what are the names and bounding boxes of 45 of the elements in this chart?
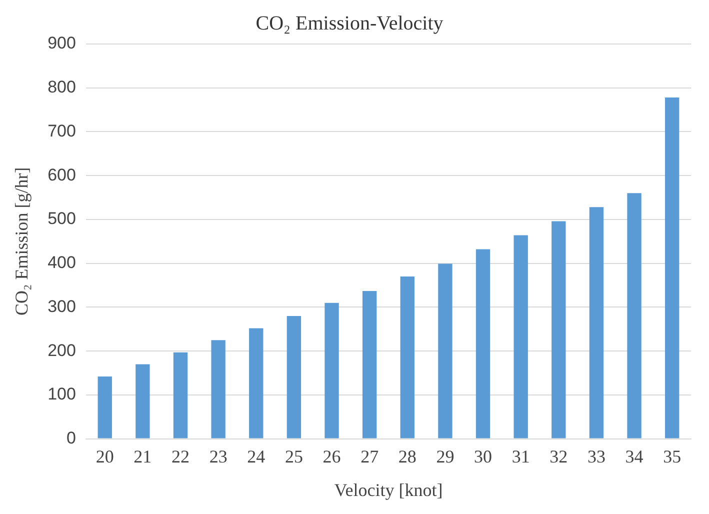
bar xyxy=(665,98,680,438)
bar xyxy=(514,235,528,438)
x-tick-label: 29 xyxy=(436,446,454,466)
y-tick-label: 300 xyxy=(48,296,76,316)
x-tick-label: 34 xyxy=(625,446,644,466)
x-tick-label: 31 xyxy=(512,446,530,466)
x-tick-label: 22 xyxy=(172,446,190,466)
y-axis-title: CO₂ Emission [g/hr] xyxy=(12,167,32,316)
x-tick-label: 32 xyxy=(550,446,568,466)
bar xyxy=(98,376,112,438)
bar xyxy=(552,221,566,438)
x-tick-label: 25 xyxy=(284,446,303,466)
bar xyxy=(476,249,490,438)
bar xyxy=(589,207,604,438)
y-tick-label: 700 xyxy=(48,121,76,140)
x-tick-label: 26 xyxy=(322,446,341,466)
y-tick-label: 600 xyxy=(48,165,76,184)
y-tick-label: 200 xyxy=(48,340,76,360)
bar xyxy=(136,364,150,438)
bar xyxy=(249,328,264,438)
x-tick-label: 30 xyxy=(474,446,492,466)
y-tick-label: 900 xyxy=(48,34,76,53)
y-tick-label: 0 xyxy=(66,428,76,448)
y-tick-label: 500 xyxy=(48,209,76,228)
bar xyxy=(211,340,226,438)
x-tick-label: 20 xyxy=(96,446,114,466)
y-tick-label: 800 xyxy=(48,78,76,97)
x-tick-label: 27 xyxy=(360,446,379,466)
x-tick-label: 33 xyxy=(587,446,606,466)
bar xyxy=(324,302,339,438)
x-axis-title: Velocity [knot] xyxy=(334,480,443,500)
bar xyxy=(286,316,302,438)
bar xyxy=(173,352,188,438)
x-tick-label: 35 xyxy=(663,446,682,466)
bar xyxy=(438,264,452,438)
x-tick-label: 21 xyxy=(134,446,152,466)
x-tick-label: 23 xyxy=(209,446,228,466)
bar xyxy=(362,290,377,438)
bar xyxy=(400,276,414,438)
y-tick-label: 400 xyxy=(48,253,76,272)
y-tick-label: 100 xyxy=(48,384,76,404)
x-tick-label: 28 xyxy=(398,446,416,466)
bar xyxy=(627,193,642,438)
chart-title: CO₂ Emission-Velocity xyxy=(256,12,444,34)
x-tick-label: 24 xyxy=(247,446,266,466)
